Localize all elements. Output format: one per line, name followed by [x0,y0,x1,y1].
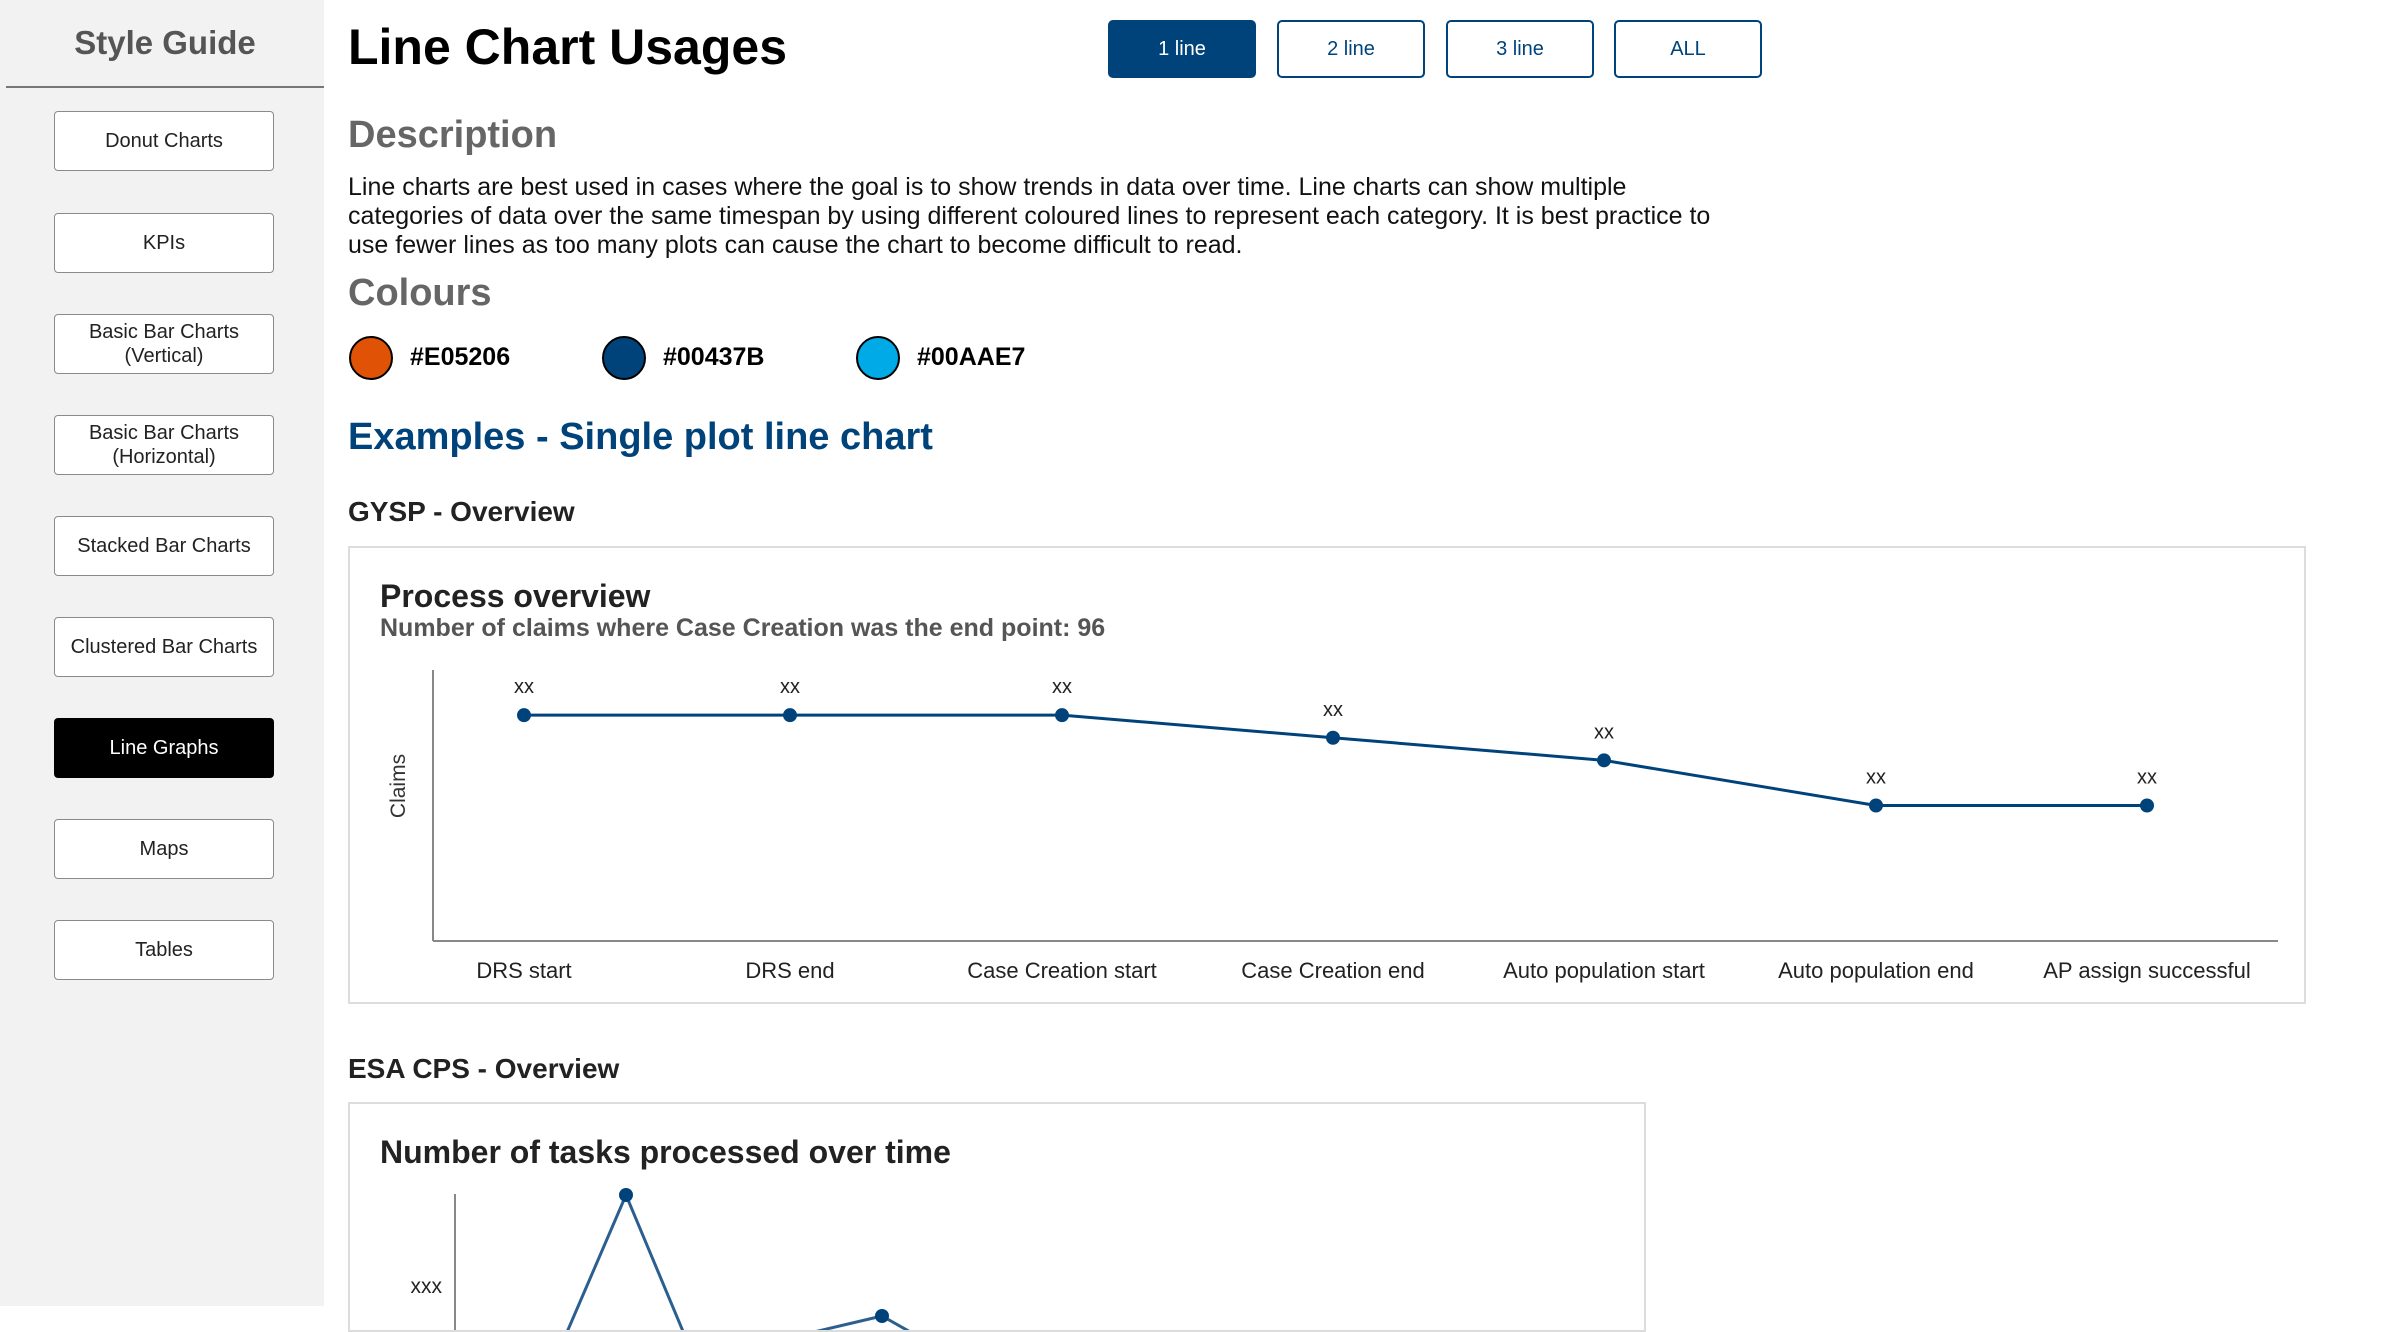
tab-all[interactable]: ALL [1614,20,1762,78]
series-line [524,713,2147,807]
colours-heading: Colours [348,272,492,314]
tab-2-line[interactable]: 2 line [1277,20,1425,78]
data-label: xx [1323,699,1343,721]
sidebar-item-label: Basic Bar Charts (Vertical) [88,321,240,367]
process-overview-card: Process overview Number of claims where … [348,546,2306,1004]
x-tick-label: Case Creation start [967,958,1157,983]
sidebar-item-line-graphs[interactable]: Line Graphs [54,718,274,778]
x-tick-label: DRS end [745,958,834,983]
sidebar-item-stacked-bar-charts[interactable]: Stacked Bar Charts [54,516,274,576]
description-heading: Description [348,114,558,156]
colour-label-cyan: #00AAE7 [917,343,1026,371]
x-tick-label: AP assign successful [2043,958,2250,983]
esa-cps-overview-heading: ESA CPS - Overview [348,1053,620,1084]
data-label: xx [1052,676,1072,698]
sidebar-item-basic-bar-horizontal[interactable]: Basic Bar Charts (Horizontal) [54,415,274,475]
sidebar-item-donut-charts[interactable]: Donut Charts [54,111,274,171]
data-point [517,708,531,723]
colour-label-orange: #E05206 [410,343,511,371]
description-text: Line charts are best used in cases where… [348,173,1711,259]
data-point [2140,798,2154,813]
data-label: xx [2137,767,2157,789]
tasks-over-time-chart: xxx [411,1188,910,1330]
data-label: xx [514,676,534,698]
sidebar-item-maps[interactable]: Maps [54,819,274,879]
y-tick-label: xxx [411,1275,443,1298]
tab-1-line[interactable]: 1 line [1108,20,1256,78]
data-label: xx [1594,721,1614,743]
chart-title: Process overview [380,578,651,614]
colour-swatch-orange [349,336,393,380]
process-overview-chart: Claims xx DRS start xx DRS end xx Case Creati… [387,670,2278,983]
data-point [1326,730,1340,745]
colour-swatch-navy [602,336,646,380]
chart-subtitle: Number of claims where Case Creation was… [380,614,1106,642]
y-axis-label: Claims [387,754,410,818]
sidebar-item-kpis[interactable]: KPIs [54,213,274,273]
sidebar-item-tables[interactable]: Tables [54,920,274,980]
data-point [875,1309,889,1323]
sidebar: Style Guide Donut Charts KPIs Basic Bar … [0,0,324,1306]
x-tick-label: Auto population start [1503,958,1705,983]
data-label: xx [1866,767,1886,789]
colour-label-navy: #00437B [663,343,765,371]
gysp-overview-heading: GYSP - Overview [348,496,575,527]
data-point [1597,753,1611,768]
page-title: Line Chart Usages [348,19,788,75]
chart-title: Number of tasks processed over time [380,1134,951,1170]
sidebar-title: Style Guide [74,24,256,61]
data-label: xx [780,676,800,698]
examples-heading: Examples - Single plot line chart [348,416,933,458]
x-tick-label: Case Creation end [1241,958,1424,983]
x-tick-label: Auto population end [1778,958,1974,983]
data-point [1055,708,1069,723]
colour-swatch-cyan [856,336,900,380]
series-line [566,1191,910,1330]
tasks-over-time-card: Number of tasks processed over time xxx [348,1102,1646,1332]
data-point [619,1188,633,1202]
sidebar-item-clustered-bar-charts[interactable]: Clustered Bar Charts [54,617,274,677]
data-point [783,708,797,723]
sidebar-item-label: Basic Bar Charts (Horizontal) [88,422,240,468]
tab-3-line[interactable]: 3 line [1446,20,1594,78]
sidebar-item-basic-bar-vertical[interactable]: Basic Bar Charts (Vertical) [54,314,274,374]
x-tick-label: DRS start [476,958,571,983]
data-point [1869,798,1883,813]
sidebar-divider [6,86,324,88]
